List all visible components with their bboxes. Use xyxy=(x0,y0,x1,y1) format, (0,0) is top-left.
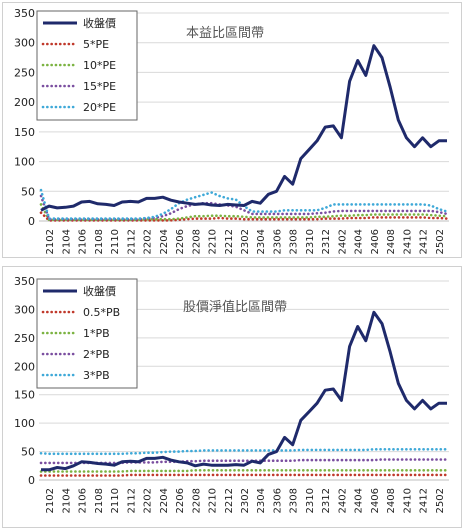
series-line-pe-3 xyxy=(39,194,449,221)
x-tick-label: 2102 xyxy=(45,488,56,513)
x-tick-label: 2404 xyxy=(354,488,365,513)
x-tick-label: 2406 xyxy=(370,488,381,513)
x-tick-label: 2208 xyxy=(191,229,202,254)
x-tick-label: 2302 xyxy=(240,488,251,513)
x-tick-label: 2412 xyxy=(419,488,430,513)
chart-title: 股價淨值比區間帶 xyxy=(183,299,287,315)
x-tick-label: 2210 xyxy=(208,229,219,254)
y-tick-label: 300 xyxy=(14,303,35,316)
x-tick-label: 2502 xyxy=(435,488,446,513)
series-line-pb-3 xyxy=(39,458,449,465)
y-tick-label: 0 xyxy=(28,474,35,487)
y-tick-label: 50 xyxy=(21,185,35,198)
x-tick-label: 2312 xyxy=(321,488,332,513)
y-tick-label: 150 xyxy=(14,126,35,139)
x-tick-label: 2110 xyxy=(110,488,121,513)
x-tick-label: 2502 xyxy=(435,229,446,254)
x-tick-label: 2310 xyxy=(305,229,316,254)
y-tick-label: 100 xyxy=(14,417,35,430)
y-tick-label: 350 xyxy=(14,275,35,288)
x-tick-label: 2110 xyxy=(110,229,121,254)
x-tick-label: 2408 xyxy=(386,488,397,513)
legend-label: 3*PB xyxy=(83,369,110,382)
legend-label: 15*PE xyxy=(83,80,116,93)
legend xyxy=(36,10,138,121)
series-line-pe-1 xyxy=(39,211,449,222)
x-tick-label: 2406 xyxy=(370,229,381,254)
legend-label: 20*PE xyxy=(83,101,116,114)
pb-band-chart: 0 50 100 150 200 250 300 350 2102 2104 2106 2108 211… xyxy=(14,275,449,513)
x-tick-label: 2104 xyxy=(61,488,72,513)
x-tick-label: 2402 xyxy=(337,488,348,513)
x-tick-label: 2112 xyxy=(126,488,137,513)
x-tick-label: 2108 xyxy=(94,488,105,513)
legend-label: 收盤價 xyxy=(83,284,116,298)
legend-label: 1*PB xyxy=(83,327,110,340)
series-line-pe-2 xyxy=(39,203,449,222)
x-tick-label: 2304 xyxy=(256,488,267,513)
series-line-pb-4 xyxy=(39,448,449,456)
x-tick-label: 2306 xyxy=(272,229,283,254)
legend-label: 5*PE xyxy=(83,38,109,51)
x-tick-label: 2108 xyxy=(94,229,105,254)
x-tick-label: 2204 xyxy=(159,488,170,513)
y-tick-label: 200 xyxy=(14,96,35,109)
x-tick-label: 2306 xyxy=(272,488,283,513)
x-tick-label: 2212 xyxy=(224,229,235,254)
x-tick-label: 2106 xyxy=(78,488,89,513)
y-tick-label: 100 xyxy=(14,156,35,169)
x-tick-label: 2410 xyxy=(402,229,413,254)
x-tick-label: 2112 xyxy=(126,229,137,254)
y-tick-label: 200 xyxy=(14,360,35,373)
x-tick-label: 2212 xyxy=(224,488,235,513)
x-tick-label: 2302 xyxy=(240,229,251,254)
x-tick-label: 2410 xyxy=(402,488,413,513)
x-tick-label: 2206 xyxy=(175,229,186,254)
legend-label: 2*PB xyxy=(83,348,110,361)
series-line-pb-0 xyxy=(41,310,447,472)
y-tick-label: 300 xyxy=(14,37,35,50)
y-tick-label: 50 xyxy=(21,446,35,459)
x-tick-label: 2202 xyxy=(143,229,154,254)
x-tick-label: 2204 xyxy=(159,229,170,254)
x-tick-label: 2210 xyxy=(208,488,219,513)
pe-band-chart: 0 50 100 150 200 250 300 350 2102 2104 2106 2108 211… xyxy=(14,7,449,254)
x-tick-label: 2202 xyxy=(143,488,154,513)
x-tick-label: 2104 xyxy=(61,229,72,254)
y-tick-label: 0 xyxy=(28,215,35,228)
pe-band-chart-panel: 0 50 100 150 200 250 300 350 2102 2104 2106 2108 211… xyxy=(2,2,462,258)
x-tick-label: 2308 xyxy=(289,488,300,513)
series-line-pb-1 xyxy=(39,473,449,477)
series-line-pb-2 xyxy=(39,469,449,473)
x-tick-label: 2304 xyxy=(256,229,267,254)
x-tick-label: 2312 xyxy=(321,229,332,254)
x-tick-label: 2402 xyxy=(337,229,348,254)
y-tick-label: 150 xyxy=(14,389,35,402)
legend-label: 0.5*PB xyxy=(83,306,120,319)
x-tick-label: 2404 xyxy=(354,229,365,254)
series-line-pe-0 xyxy=(40,44,447,212)
x-tick-label: 2310 xyxy=(305,488,316,513)
y-tick-label: 250 xyxy=(14,66,35,79)
x-tick-label: 2106 xyxy=(78,229,89,254)
x-tick-label: 2102 xyxy=(45,229,56,254)
pb-band-chart-panel: 0 50 100 150 200 250 300 350 2102 2104 2106 2108 211… xyxy=(2,266,462,528)
legend-label: 10*PE xyxy=(83,59,116,72)
x-tick-label: 2206 xyxy=(175,488,186,513)
chart-title: 本益比區間帶 xyxy=(186,26,264,41)
legend-label: 收盤價 xyxy=(83,16,116,30)
legend xyxy=(36,278,138,389)
x-tick-label: 2412 xyxy=(419,229,430,254)
x-tick-label: 2208 xyxy=(191,488,202,513)
x-tick-label: 2308 xyxy=(289,229,300,254)
y-tick-label: 350 xyxy=(14,7,35,20)
y-tick-label: 250 xyxy=(14,332,35,345)
x-tick-label: 2408 xyxy=(386,229,397,254)
